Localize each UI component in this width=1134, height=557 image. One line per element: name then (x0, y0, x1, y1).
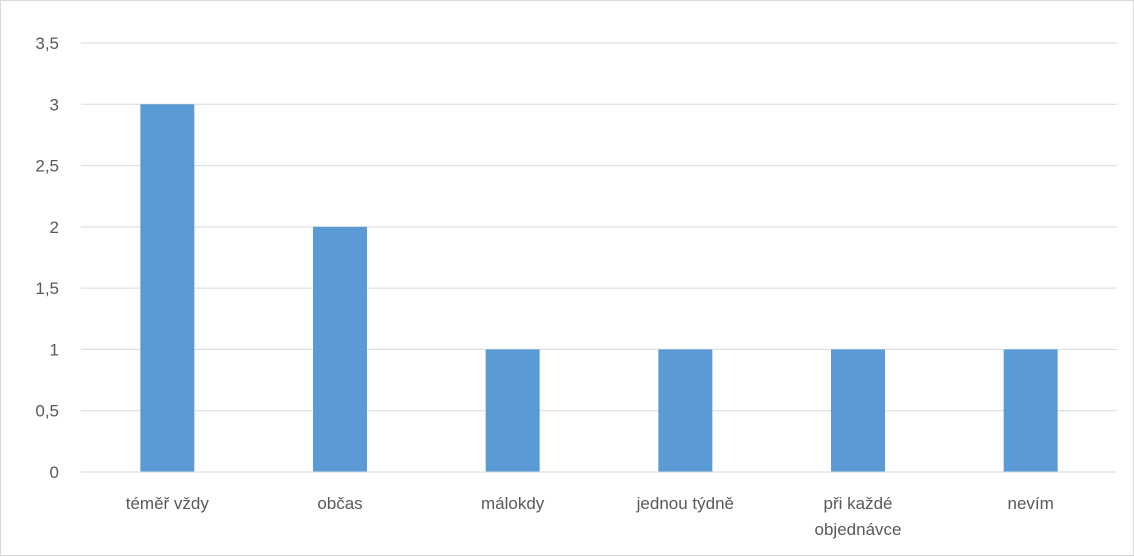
bar (313, 226, 367, 472)
y-tick-label: 1,5 (35, 279, 59, 298)
y-tick-labels: 0 0,5 1 1,5 2 2,5 3 3,5 (35, 34, 59, 482)
y-tick-label: 0,5 (35, 402, 59, 421)
x-tick-label: nevím (1008, 494, 1054, 513)
bar (485, 349, 540, 472)
x-tick-label: při každé objednávce (815, 494, 902, 539)
y-tick-label: 0 (50, 463, 59, 482)
gridlines (81, 42, 1117, 412)
bars (140, 104, 1058, 473)
y-tick-label: 1 (50, 340, 59, 359)
x-tick-label: málokdy (481, 494, 545, 513)
y-tick-label: 3 (50, 95, 59, 114)
bar (658, 349, 713, 472)
x-tick-label: občas (317, 494, 362, 513)
y-tick-label: 2 (50, 218, 59, 237)
bar (831, 349, 885, 472)
y-tick-label: 2,5 (35, 157, 59, 176)
y-tick-label: 3,5 (35, 34, 59, 53)
x-tick-label: jednou týdně (636, 494, 734, 513)
bar (140, 104, 195, 473)
bar (1003, 349, 1058, 472)
x-tick-labels: téměř vždy občas málokdy jednou týdně při ka… (126, 494, 1054, 539)
x-tick-label: téměř vždy (126, 494, 210, 513)
